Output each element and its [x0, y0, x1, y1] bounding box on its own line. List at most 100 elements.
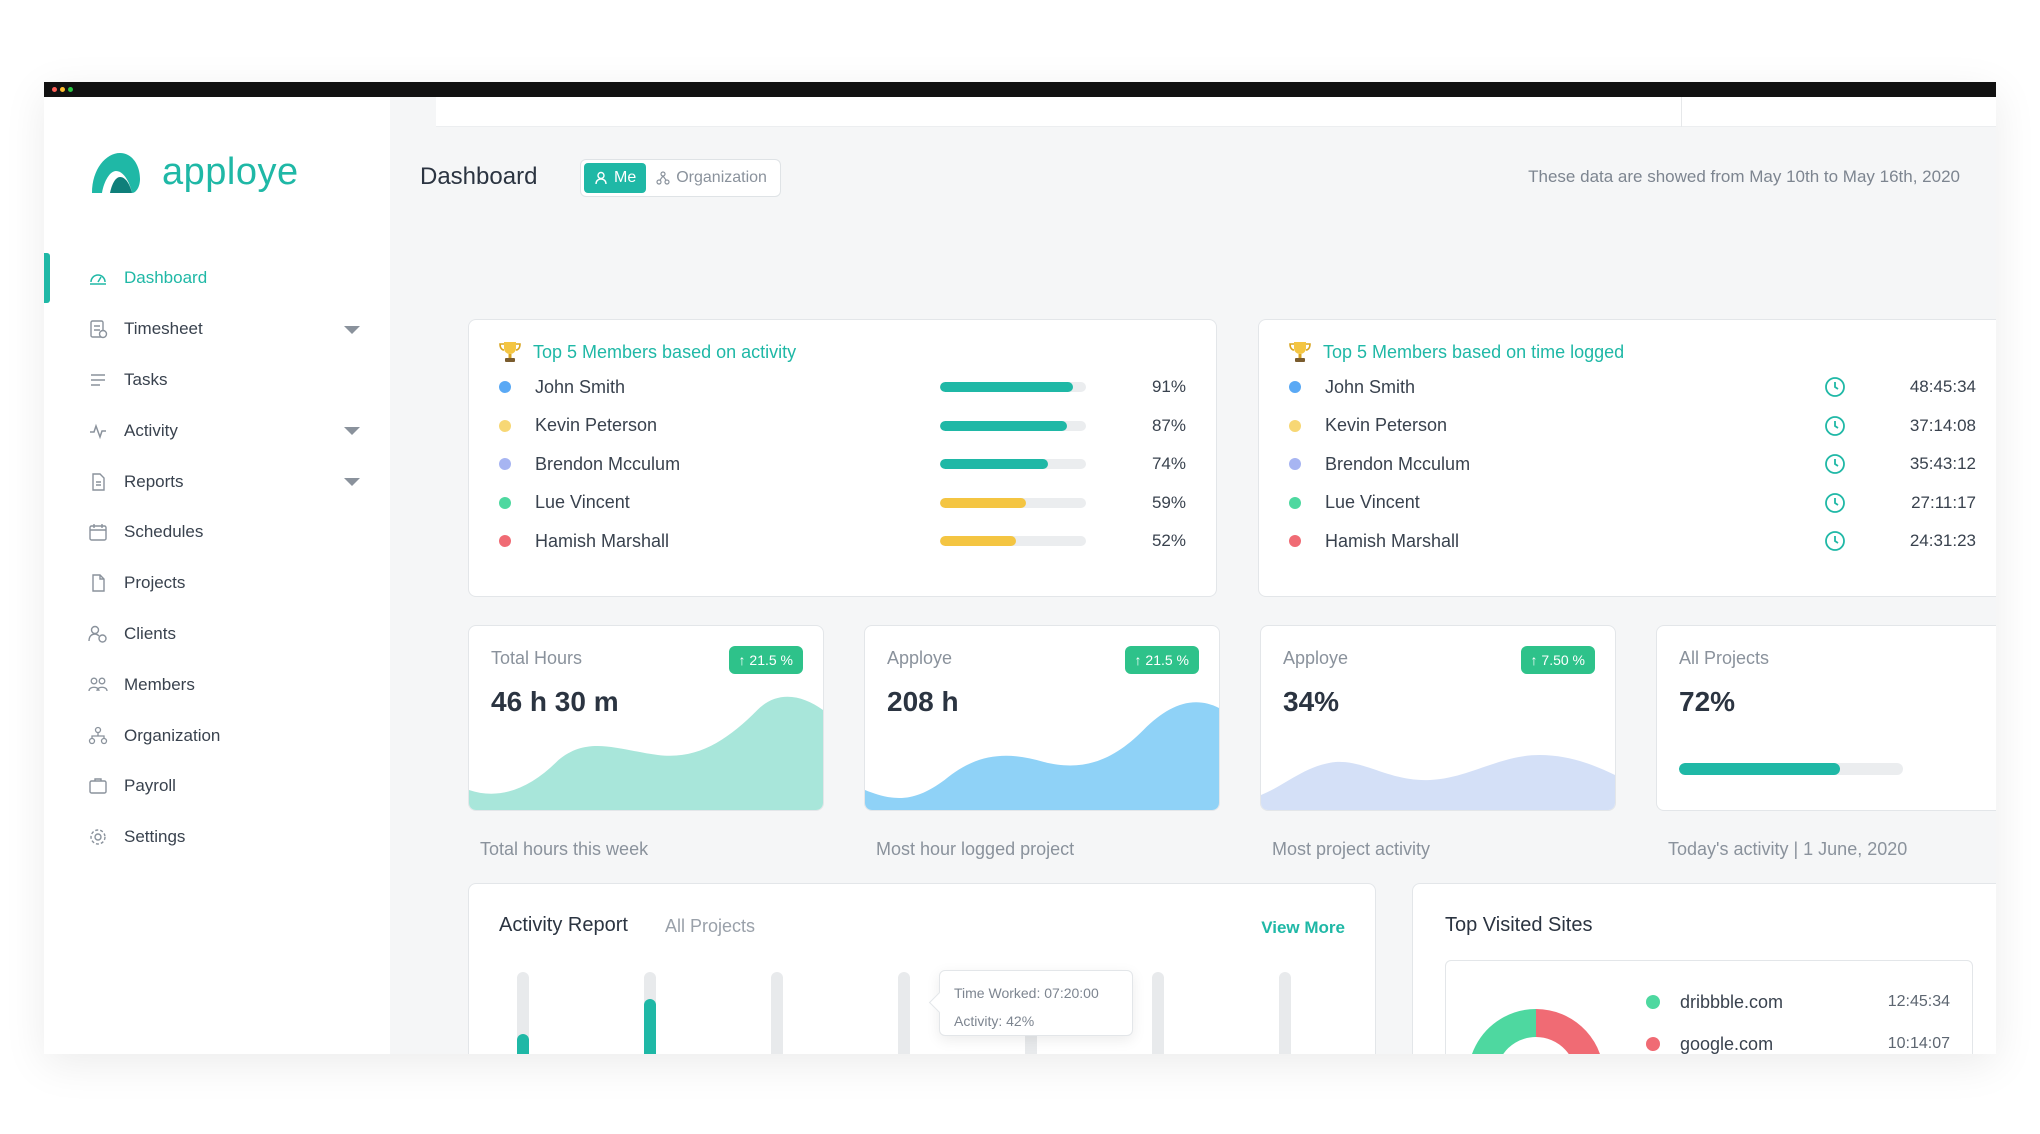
trophy-icon — [499, 342, 521, 362]
activity-bar — [940, 459, 1086, 469]
time-member-row[interactable]: Kevin Peterson 37:14:08 — [1289, 411, 1976, 441]
stat-value: 34% — [1283, 686, 1340, 717]
sidebar-item-label: Clients — [124, 623, 176, 643]
member-name: Kevin Peterson — [535, 415, 658, 435]
toggle-organization-button[interactable]: Organization — [646, 163, 777, 193]
trophy-icon — [1289, 342, 1311, 362]
window-zoom-dot[interactable] — [68, 87, 73, 92]
activity-report-bar[interactable] — [644, 972, 656, 1054]
sidebar-item-organization[interactable]: Organization — [44, 710, 390, 761]
activity-report-bar[interactable] — [771, 972, 783, 1054]
stat-card-all-projects[interactable]: All Projects 72% — [1656, 625, 1996, 811]
clock-icon — [1825, 531, 1845, 551]
activity-member-row[interactable]: Lue Vincent 59% — [499, 488, 1186, 518]
window-close-dot[interactable] — [52, 87, 57, 92]
member-color-dot — [499, 496, 511, 509]
member-name: Brendon Mcculum — [1325, 453, 1471, 474]
donut-segment[interactable] — [1472, 1009, 1537, 1054]
chevron-down-icon[interactable] — [344, 427, 360, 436]
member-color-dot — [499, 419, 511, 432]
stat-card-total-hours[interactable]: Total Hours 46 h 30 m ↑ 21.5 % — [468, 625, 824, 811]
organization-icon — [656, 171, 670, 185]
top-strip-divider — [1681, 97, 1682, 127]
member-name: Hamish Marshall — [1325, 530, 1460, 551]
toggle-me-button[interactable]: Me — [584, 163, 647, 193]
today-activity-progress — [1679, 763, 1903, 775]
activity-member-row[interactable]: Hamish Marshall 52% — [499, 526, 1186, 556]
activity-bar — [940, 382, 1086, 392]
member-color-dot — [499, 381, 511, 393]
chevron-down-icon[interactable] — [344, 325, 360, 334]
member-name: John Smith — [535, 376, 626, 397]
member-color-dot — [1289, 419, 1301, 432]
clients-icon — [88, 624, 108, 644]
clock-icon — [1825, 415, 1845, 436]
sidebar-item-timesheet[interactable]: Timesheet — [44, 304, 390, 355]
dashboard-icon — [88, 268, 108, 288]
members-icon — [88, 675, 108, 695]
donut-segment[interactable] — [1535, 1009, 1600, 1054]
member-name: Kevin Peterson — [1325, 415, 1448, 435]
top-visited-sites-title: Top Visited Sites — [1445, 914, 1593, 936]
top-members-time-card: Top 5 Members based on time logged John … — [1258, 319, 1996, 597]
stat-card-most-activity[interactable]: Apploye 34% ↑ 7.50 % — [1260, 625, 1616, 811]
site-name: dribbble.com — [1680, 991, 1784, 1012]
time-member-row[interactable]: Brendon Mcculum 35:43:12 — [1289, 449, 1976, 479]
user-icon — [595, 171, 607, 185]
activity-percent: 91% — [1151, 377, 1186, 396]
activity-report-bar[interactable] — [517, 972, 529, 1054]
clock-icon — [1825, 377, 1845, 397]
time-member-row[interactable]: Hamish Marshall 24:31:23 — [1289, 526, 1976, 556]
activity-bar — [940, 497, 1086, 508]
sidebar-item-label: Members — [124, 674, 195, 694]
sidebar-item-projects[interactable]: Projects — [44, 558, 390, 609]
apploye-logo-icon — [92, 153, 140, 193]
sidebar-item-tasks[interactable]: Tasks — [44, 355, 390, 406]
sidebar-item-label: Timesheet — [124, 319, 203, 339]
sidebar: apploye Dashboard Timesheet Tasks Activity R… — [44, 97, 390, 1054]
sidebar-item-dashboard[interactable]: Dashboard — [44, 253, 390, 304]
time-member-row[interactable]: John Smith 48:45:34 — [1289, 372, 1976, 402]
activity-bar-fill — [940, 382, 1073, 392]
activity-tooltip: Time Worked: 07:20:00 Activity: 42% — [939, 970, 1133, 1036]
site-row[interactable]: dribbble.com 12:45:34 — [1646, 987, 1950, 1017]
sidebar-item-label: Payroll — [124, 776, 176, 796]
view-toggle: Me Organization — [580, 159, 781, 197]
sidebar-item-label: Dashboard — [124, 268, 208, 288]
stat-card-most-hours-project[interactable]: Apploye 208 h ↑ 21.5 % — [864, 625, 1220, 811]
sidebar-item-members[interactable]: Members — [44, 659, 390, 710]
activity-member-row[interactable]: Brendon Mcculum 74% — [499, 449, 1186, 479]
top-visited-sites-card: Top Visited Sites dribbble.com 12:45:34 go… — [1412, 883, 1996, 1054]
top-visited-sites-panel: dribbble.com12:45:34google.com10:14:07li… — [1445, 960, 1973, 1054]
top-members-activity-card: Top 5 Members based on activity John Smi… — [468, 319, 1217, 597]
activity-member-row[interactable]: Kevin Peterson 87% — [499, 411, 1186, 441]
activity-report-bar[interactable] — [1152, 972, 1164, 1054]
activity-report-bar[interactable] — [1279, 972, 1291, 1054]
sidebar-item-payroll[interactable]: Payroll — [44, 761, 390, 812]
sidebar-item-settings[interactable]: Settings — [44, 812, 390, 863]
activity-bar-fill — [940, 420, 1068, 431]
sidebar-item-label: Organization — [124, 725, 221, 745]
growth-badge: ↑ 21.5 % — [728, 646, 803, 674]
sidebar-item-schedules[interactable]: Schedules — [44, 507, 390, 558]
brand-logo[interactable]: apploye — [88, 147, 299, 197]
time-member-row[interactable]: Lue Vincent 27:11:17 — [1289, 488, 1976, 518]
activity-member-row[interactable]: John Smith 91% — [499, 372, 1186, 402]
sidebar-item-label: Projects — [124, 573, 186, 593]
view-more-link[interactable]: View More — [1261, 918, 1345, 937]
sidebar-item-label: Reports — [124, 471, 184, 491]
organization-icon — [88, 726, 108, 746]
activity-report-filter[interactable]: All Projects — [665, 916, 756, 936]
sidebar-item-clients[interactable]: Clients — [44, 609, 390, 660]
stat-label: Apploye — [887, 648, 953, 668]
window-minimize-dot[interactable] — [60, 87, 65, 92]
sidebar-item-reports[interactable]: Reports — [44, 456, 390, 507]
total-hours-area-chart — [469, 696, 823, 810]
tooltip-activity: Activity: 42% — [954, 1013, 1035, 1029]
site-row[interactable]: google.com 10:14:07 — [1646, 1029, 1950, 1054]
activity-report-bar[interactable] — [898, 972, 910, 1054]
sidebar-item-activity[interactable]: Activity — [44, 405, 390, 456]
payroll-icon — [88, 776, 108, 796]
member-name: Lue Vincent — [1325, 492, 1420, 512]
chevron-down-icon[interactable] — [344, 478, 360, 487]
